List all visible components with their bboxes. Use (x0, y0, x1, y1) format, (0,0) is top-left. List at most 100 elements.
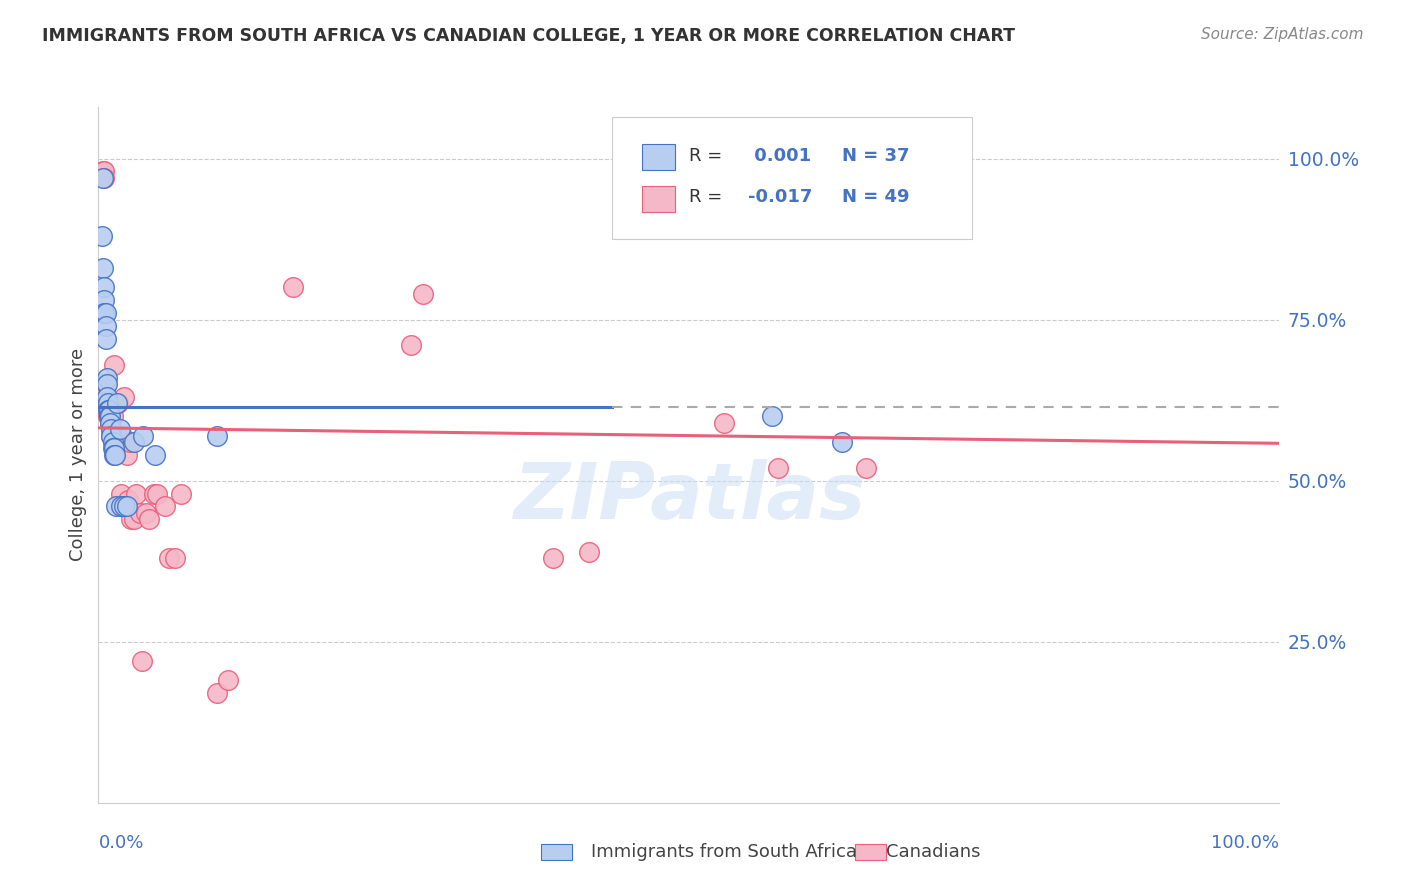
Point (103, 358, 125, 372)
Point (115, 500, 138, 514)
Text: Canadians: Canadians (886, 843, 980, 861)
Point (93, 293, 115, 308)
Point (107, 396, 129, 410)
Point (101, 442, 124, 456)
Point (143, 448, 166, 462)
Point (104, 448, 127, 462)
Point (105, 428, 128, 442)
Point (205, 686, 228, 700)
Point (98, 409, 121, 424)
Point (761, 409, 783, 424)
Text: 100.0%: 100.0% (1212, 834, 1279, 852)
Point (125, 486, 148, 500)
Bar (641, 144, 675, 170)
Point (98, 416, 121, 430)
Point (98, 409, 121, 424)
Point (97, 409, 120, 424)
Point (217, 673, 239, 688)
Point (110, 486, 132, 500)
Text: Source: ZipAtlas.com: Source: ZipAtlas.com (1201, 27, 1364, 42)
Point (283, 280, 305, 294)
Text: IMMIGRANTS FROM SOUTH AFRICA VS CANADIAN COLLEGE, 1 YEAR OR MORE CORRELATION CHA: IMMIGRANTS FROM SOUTH AFRICA VS CANADIAN… (42, 27, 1015, 45)
Point (831, 435, 853, 450)
Point (146, 486, 169, 500)
Point (103, 442, 125, 456)
Point (91, 377, 114, 392)
Text: 0.001: 0.001 (748, 147, 811, 165)
Point (104, 428, 127, 442)
Point (98, 416, 121, 430)
Bar (541, 844, 572, 860)
Point (100, 422, 122, 436)
Point (541, 551, 564, 566)
Point (96, 390, 118, 404)
Point (122, 435, 145, 450)
Text: R =: R = (689, 147, 728, 165)
Point (91, 164, 114, 178)
Point (157, 551, 180, 566)
Bar (855, 844, 886, 860)
Point (100, 422, 122, 436)
Point (138, 512, 160, 526)
Bar (641, 186, 675, 212)
Point (91, 170, 114, 185)
Point (713, 416, 735, 430)
Point (117, 493, 139, 508)
Point (94, 319, 117, 334)
Point (205, 428, 228, 442)
Point (93, 164, 115, 178)
Point (101, 435, 124, 450)
Point (97, 396, 120, 410)
Point (103, 428, 125, 442)
Point (766, 460, 789, 475)
Text: 0.0%: 0.0% (98, 834, 143, 852)
Point (165, 551, 187, 566)
Text: ZIPatlas: ZIPatlas (513, 458, 865, 534)
Point (105, 435, 128, 450)
Point (412, 286, 434, 301)
Point (100, 428, 122, 442)
Point (94, 377, 117, 392)
Y-axis label: College, 1 year or more: College, 1 year or more (69, 349, 87, 561)
Point (103, 448, 125, 462)
Point (108, 422, 131, 436)
Point (105, 396, 128, 410)
Point (401, 338, 423, 352)
Text: N = 49: N = 49 (842, 188, 910, 206)
Point (96, 377, 118, 392)
Point (94, 396, 117, 410)
FancyBboxPatch shape (612, 118, 973, 239)
Point (98, 402, 121, 417)
Text: Immigrants from South Africa: Immigrants from South Africa (591, 843, 856, 861)
Point (170, 486, 193, 500)
Point (110, 500, 132, 514)
Point (578, 544, 600, 558)
Point (112, 500, 135, 514)
Point (101, 409, 124, 424)
Point (94, 306, 117, 320)
Point (94, 332, 117, 346)
Point (128, 506, 150, 520)
Point (111, 428, 134, 442)
Point (112, 390, 135, 404)
Point (115, 448, 138, 462)
Point (135, 506, 157, 520)
Point (142, 486, 165, 500)
Point (91, 261, 114, 276)
Point (131, 654, 153, 668)
Point (120, 435, 142, 450)
Point (93, 170, 115, 185)
Point (132, 428, 155, 442)
Point (108, 435, 131, 450)
Text: R =: R = (689, 188, 728, 206)
Point (105, 500, 128, 514)
Point (91, 228, 114, 243)
Text: -0.017: -0.017 (748, 188, 813, 206)
Point (122, 512, 145, 526)
Text: N = 37: N = 37 (842, 147, 910, 165)
Point (121, 512, 143, 526)
Point (100, 428, 122, 442)
Point (93, 306, 115, 320)
Point (97, 402, 120, 417)
Point (96, 402, 118, 417)
